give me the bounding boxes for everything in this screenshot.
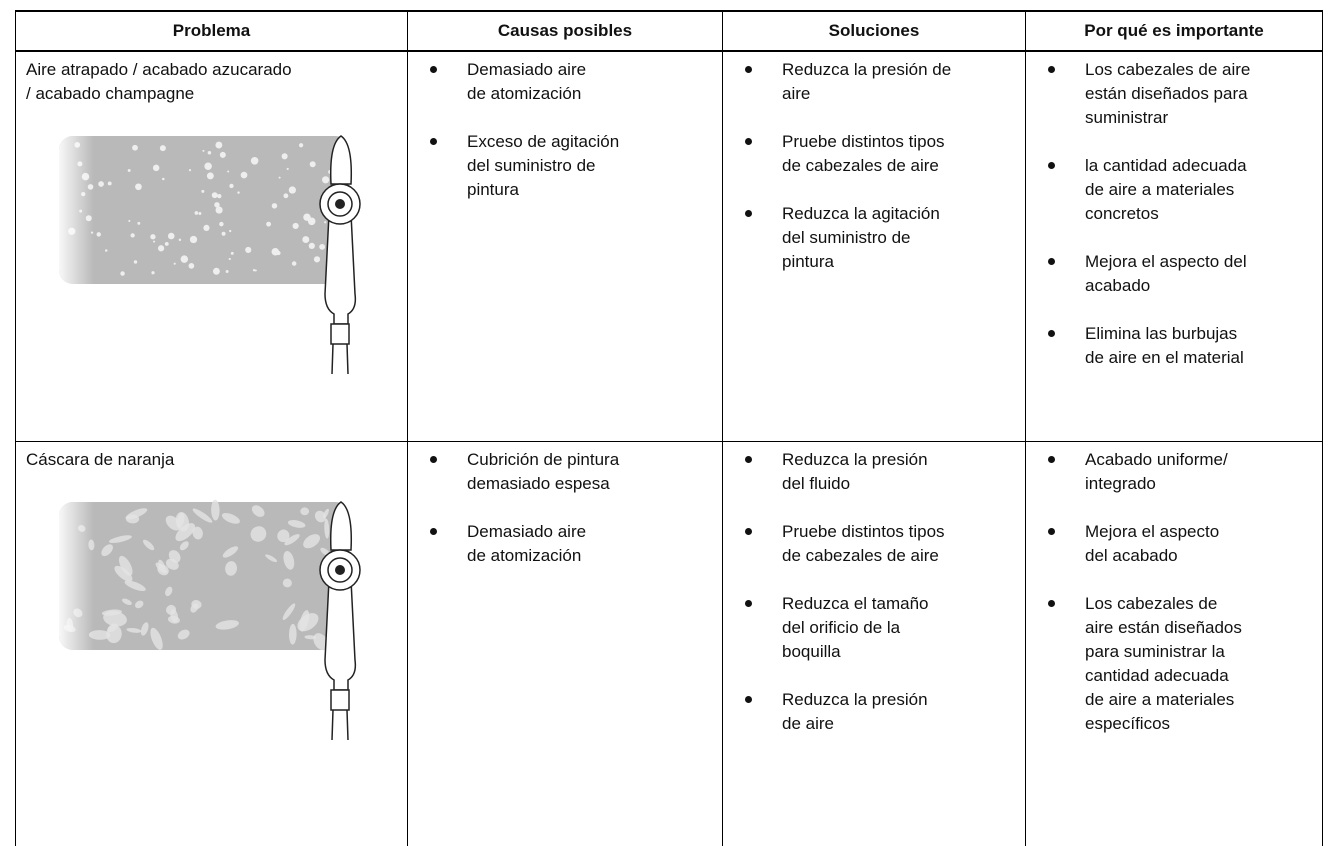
importance-list: Los cabezales de aire están diseñados pa…	[1036, 58, 1312, 370]
importance-cell: Los cabezales de aire están diseñados pa…	[1025, 50, 1323, 442]
bullet	[745, 527, 752, 535]
item-text: Demasiado aire de atomización	[467, 60, 587, 103]
item-text: Exceso de agitación del suministro de pi…	[467, 132, 620, 199]
list-item: Pruebe distintos tipos de cabezales de a…	[733, 130, 1015, 178]
item-text: Acabado uniforme/ integrado	[1085, 449, 1228, 493]
defect-illustration	[59, 499, 361, 740]
bullet	[745, 695, 752, 703]
bullet	[430, 66, 437, 73]
header-cell: Por qué es importante	[1025, 10, 1323, 52]
item-text: Pruebe distintos tipos de cabezales de a…	[782, 521, 945, 565]
list-item: Exceso de agitación del suministro de pi…	[418, 130, 712, 202]
item-text: Reduzca el tamaño del orificio de la boq…	[782, 593, 929, 661]
solutions-cell: Reduzca la presión del fluido Pruebe dist…	[722, 440, 1026, 846]
list-item: Pruebe distintos tipos de cabezales de a…	[733, 520, 1015, 568]
list-item: Los cabezales de aire están diseñados pa…	[1036, 58, 1312, 130]
item-text: la cantidad adecuada de aire a materiale…	[1085, 156, 1247, 223]
bullet	[1048, 599, 1055, 607]
importance-cell: Acabado uniforme/ integrado Mejora el asp…	[1025, 440, 1323, 846]
bullet	[1048, 330, 1055, 337]
bullet	[745, 66, 752, 73]
causes-cell: Demasiado aire de atomización Exceso de a…	[407, 50, 723, 442]
bullet	[745, 138, 752, 145]
item-text: Reduzca la presión del fluido	[782, 449, 928, 493]
solutions-list: Reduzca la presión del fluido Pruebe dist…	[733, 448, 1015, 736]
item-text: Los cabezales de aire están diseñados pa…	[1085, 593, 1242, 733]
troubleshooting-table: Problema Causas posibles Soluciones Por …	[15, 10, 1323, 846]
bullet	[1048, 162, 1055, 169]
table-row: Aire atrapado / acabado azucarado / acab…	[15, 50, 1323, 442]
list-item: Reduzca la presión del fluido	[733, 448, 1015, 496]
causes-list: Cubrición de pintura demasiado espesa Dem…	[418, 448, 712, 568]
list-item: Reduzca la agitación del suministro de p…	[733, 202, 1015, 274]
defect-illustration	[59, 135, 361, 374]
bullet	[1048, 455, 1055, 463]
item-text: Demasiado aire de atomización	[467, 521, 587, 565]
item-text: Elimina las burbujas de aire en el mater…	[1085, 324, 1244, 367]
bullet	[1048, 66, 1055, 73]
list-item: Demasiado aire de atomización	[418, 520, 712, 568]
header-cell: Causas posibles	[407, 10, 723, 52]
bullet	[745, 455, 752, 463]
bullet	[430, 527, 437, 535]
list-item: Reduzca el tamaño del orificio de la boq…	[733, 592, 1015, 664]
list-item: Los cabezales de aire están diseñados pa…	[1036, 592, 1312, 736]
item-text: Cubrición de pintura demasiado espesa	[467, 449, 620, 493]
solutions-cell: Reduzca la presión de aire Pruebe distint…	[722, 50, 1026, 442]
importance-list: Acabado uniforme/ integrado Mejora el asp…	[1036, 448, 1312, 736]
item-text: Reduzca la presión de aire	[782, 60, 952, 103]
bullet	[1048, 258, 1055, 265]
item-text: Reduzca la agitación del suministro de p…	[782, 204, 940, 271]
item-text: Los cabezales de aire están diseñados pa…	[1085, 60, 1251, 127]
bullet	[430, 455, 437, 463]
list-item: Acabado uniforme/ integrado	[1036, 448, 1312, 496]
item-text: Pruebe distintos tipos de cabezales de a…	[782, 132, 945, 175]
bullet	[1048, 527, 1055, 535]
header-cell: Problema	[15, 10, 408, 52]
problem-text: Aire atrapado / acabado azucarado / acab…	[26, 60, 292, 103]
list-item: Mejora el aspecto del acabado	[1036, 250, 1312, 298]
list-item: Reduzca la presión de aire	[733, 688, 1015, 736]
list-item: Reduzca la presión de aire	[733, 58, 1015, 106]
list-item: la cantidad adecuada de aire a materiale…	[1036, 154, 1312, 226]
bullet	[745, 210, 752, 217]
causes-list: Demasiado aire de atomización Exceso de a…	[418, 58, 712, 202]
list-item: Mejora el aspecto del acabado	[1036, 520, 1312, 568]
header-row: Problema Causas posibles Soluciones Por …	[15, 10, 1323, 52]
problem-cell: Cáscara de naranja	[15, 440, 408, 846]
list-item: Demasiado aire de atomización	[418, 58, 712, 106]
list-item: Cubrición de pintura demasiado espesa	[418, 448, 712, 496]
causes-cell: Cubrición de pintura demasiado espesa Dem…	[407, 440, 723, 846]
item-text: Mejora el aspecto del acabado	[1085, 521, 1220, 565]
problem-cell: Aire atrapado / acabado azucarado / acab…	[15, 50, 408, 442]
bullet	[745, 599, 752, 607]
header-cell: Soluciones	[722, 10, 1026, 52]
solutions-list: Reduzca la presión de aire Pruebe distint…	[733, 58, 1015, 274]
item-text: Mejora el aspecto del acabado	[1085, 252, 1247, 295]
problem-text: Cáscara de naranja	[26, 449, 175, 469]
item-text: Reduzca la presión de aire	[782, 689, 928, 733]
bullet	[430, 138, 437, 145]
table-row: Cáscara de naranja Cubrición de pintura d…	[15, 440, 1323, 846]
table-body: Aire atrapado / acabado azucarado / acab…	[15, 50, 1323, 846]
list-item: Elimina las burbujas de aire en el mater…	[1036, 322, 1312, 370]
